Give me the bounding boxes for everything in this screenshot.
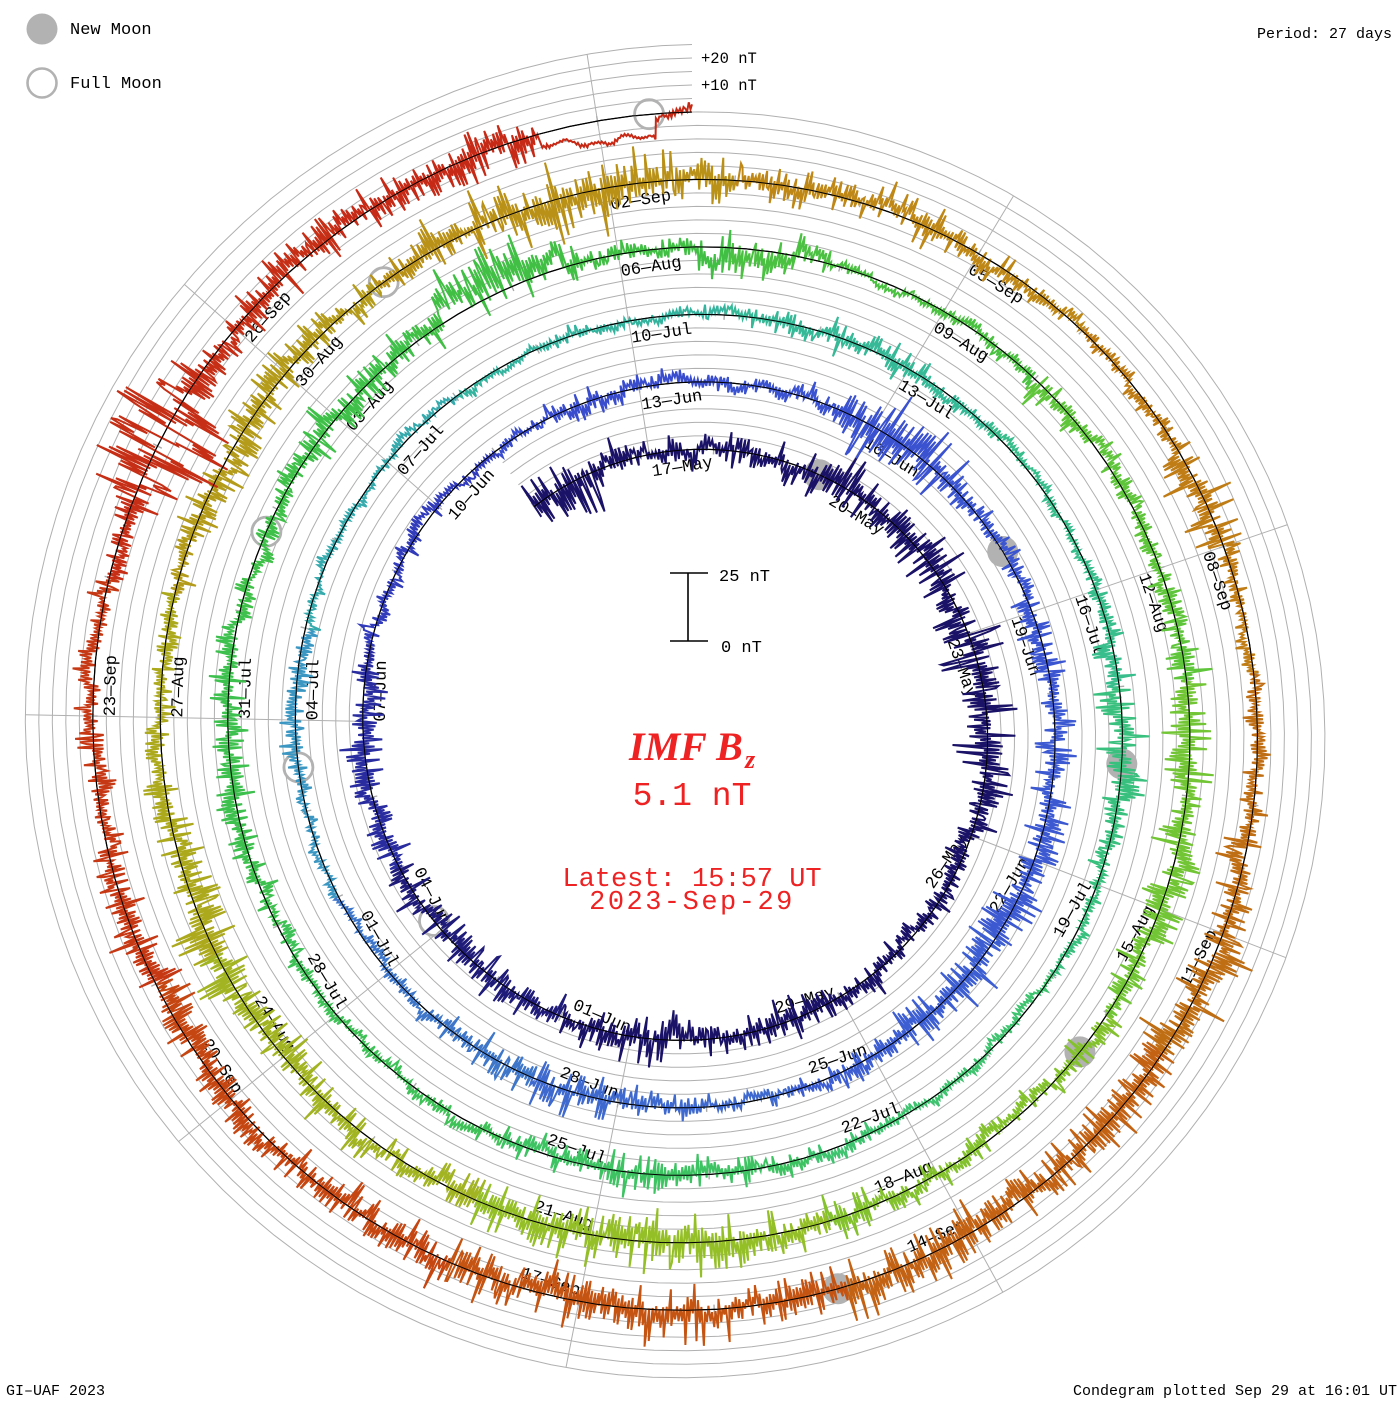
svg-text:IMF B: IMF B [628,724,743,769]
svg-text:+10 nT: +10 nT [701,77,757,95]
svg-text:23—Sep: 23—Sep [102,655,122,717]
svg-text:Period: 27 days: Period: 27 days [1257,26,1392,43]
svg-text:27—Aug: 27—Aug [169,656,189,718]
svg-text:Full Moon: Full Moon [70,75,162,94]
svg-text:z: z [744,745,756,774]
svg-text:GI–UAF 2023: GI–UAF 2023 [6,1383,105,1400]
svg-text:0 nT: 0 nT [721,639,762,658]
svg-text:5.1 nT: 5.1 nT [633,778,752,815]
svg-text:04—Jul: 04—Jul [304,659,324,721]
svg-text:31—Jul: 31—Jul [237,658,257,720]
svg-text:2023-Sep-29: 2023-Sep-29 [589,888,795,918]
svg-text:New Moon: New Moon [70,21,152,40]
svg-text:Condegram plotted Sep 29 at 16: Condegram plotted Sep 29 at 16:01 UT [1073,1383,1397,1400]
svg-text:25 nT: 25 nT [719,568,770,587]
svg-text:+20 nT: +20 nT [701,50,757,68]
svg-text:Latest: 15:57 UT: Latest: 15:57 UT [562,865,821,895]
